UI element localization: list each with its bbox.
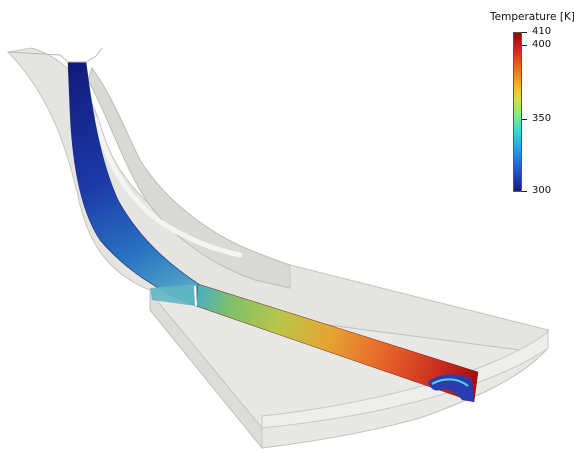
colorbar-tick (522, 119, 527, 120)
colorbar-label-400: 400 (532, 39, 552, 50)
inner-fillet (93, 117, 243, 258)
inlet-top-edge (7, 47, 103, 63)
colorbar-label-300: 300 (532, 185, 552, 196)
outlet-vortex-ring (431, 378, 469, 387)
colorbar-tick (522, 32, 527, 33)
colorbar-max-label: 410 (532, 26, 552, 37)
blade-outlet-segment (150, 284, 198, 306)
colorbar-label-350: 350 (532, 113, 552, 124)
blade-suction-shroud (87, 66, 291, 289)
hub-rim (261, 330, 549, 429)
interface-line (194, 285, 197, 307)
colorbar-title: Temperature [K] (490, 11, 574, 23)
colorbar-tick (522, 45, 527, 46)
colorbar-tick (522, 191, 527, 192)
temperature-colorbar (513, 32, 522, 192)
